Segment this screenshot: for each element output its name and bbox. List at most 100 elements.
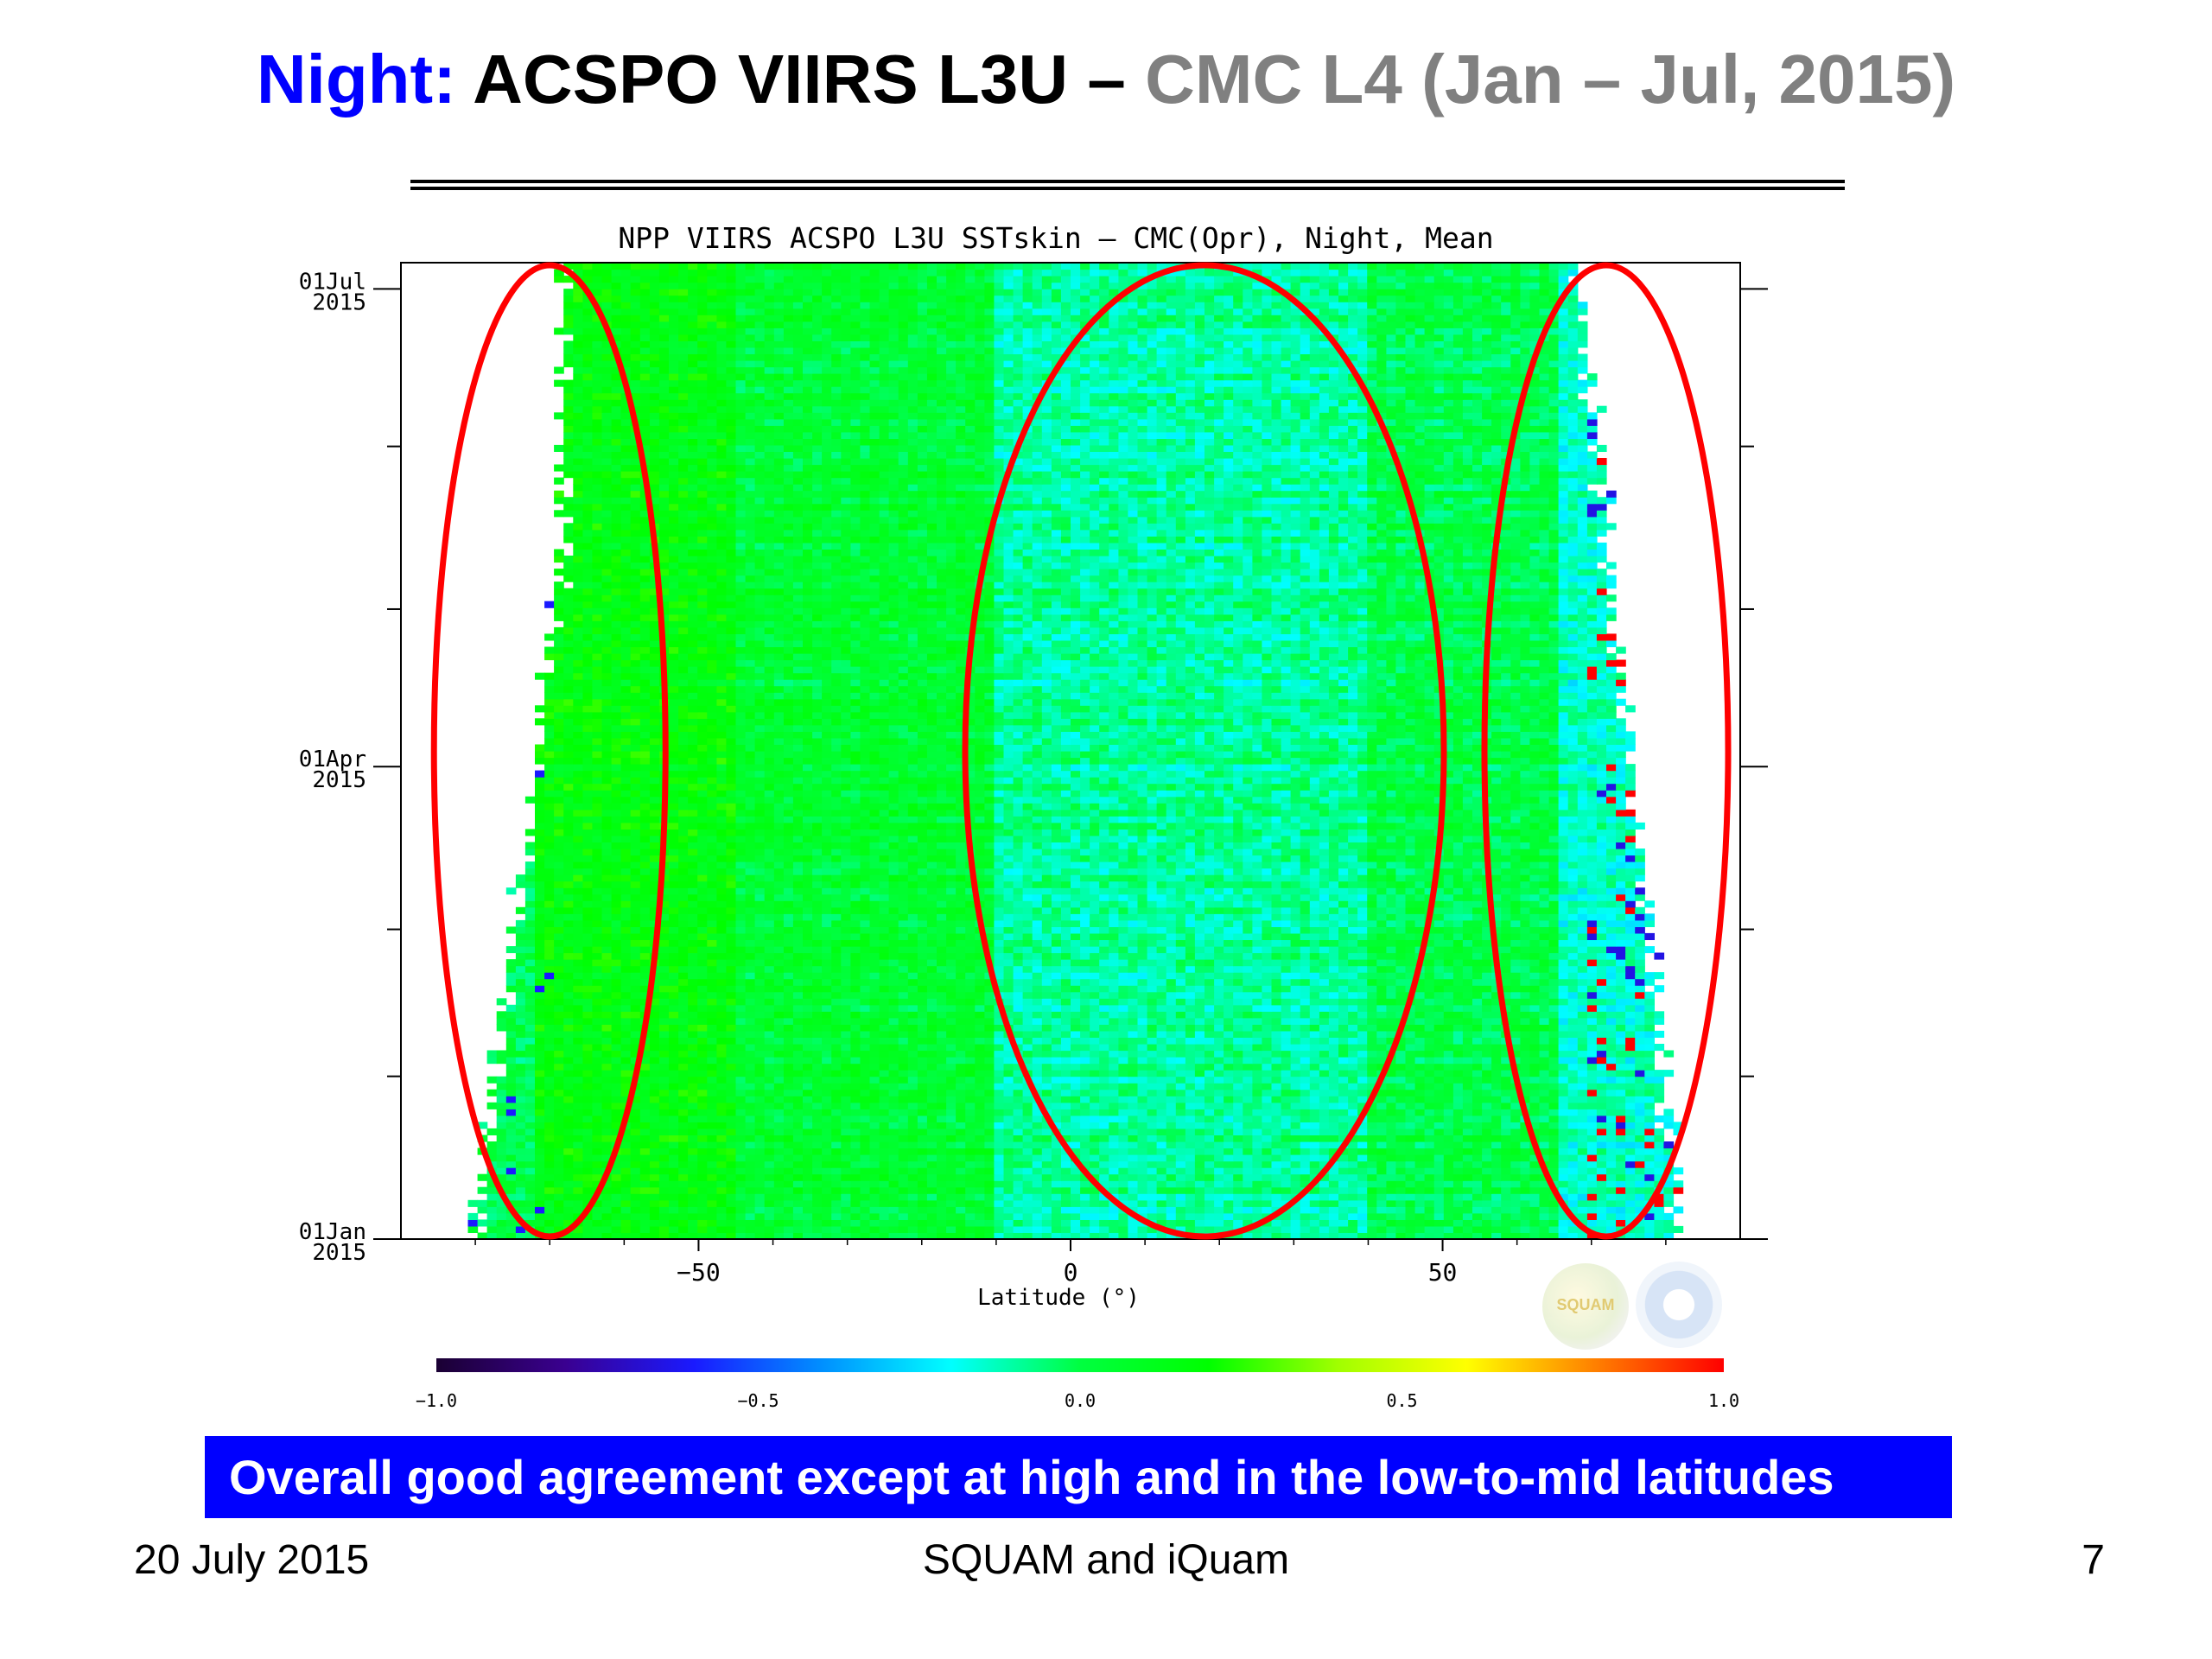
- heatmap-cell: [1443, 1115, 1454, 1122]
- heatmap-cell: [1175, 1160, 1186, 1168]
- heatmap-cell: [1194, 1030, 1205, 1038]
- heatmap-cell: [1262, 1160, 1273, 1168]
- heatmap-cell: [1567, 1193, 1579, 1201]
- heatmap-cell: [1214, 1089, 1224, 1096]
- heatmap-cell: [1156, 1030, 1167, 1038]
- heatmap-cell: [1424, 1004, 1435, 1012]
- heatmap-cell: [1395, 1109, 1407, 1116]
- heatmap-cell: [956, 1199, 966, 1207]
- heatmap-cell: [1348, 1173, 1358, 1181]
- heatmap-cell: [1482, 1070, 1492, 1077]
- heatmap-cell: [1405, 1096, 1416, 1103]
- heatmap-cell: [831, 1199, 842, 1207]
- heatmap-cell: [1338, 1160, 1349, 1168]
- heatmap-cell: [1462, 1089, 1473, 1096]
- heatmap-cell: [1185, 991, 1196, 999]
- heatmap-cell: [1118, 1070, 1129, 1077]
- heatmap-cell: [1156, 998, 1167, 1006]
- heatmap-cell: [1175, 1154, 1186, 1162]
- heatmap-cell: [907, 1147, 918, 1155]
- heatmap-cell: [1462, 1024, 1473, 1032]
- heatmap-cell: [946, 1089, 957, 1096]
- heatmap-cell: [754, 1199, 766, 1207]
- heatmap-cell: [535, 1044, 545, 1052]
- heatmap-cell: [1414, 1128, 1426, 1135]
- heatmap-cell: [726, 1141, 737, 1149]
- heatmap-cell: [563, 998, 574, 1006]
- heatmap-cell: [1022, 1232, 1033, 1239]
- heatmap-cell: [975, 998, 985, 1006]
- heatmap-cell: [1128, 1128, 1139, 1135]
- heatmap-cell: [592, 1147, 603, 1155]
- heatmap-cell: [1099, 1225, 1109, 1233]
- heatmap-cell: [1290, 1122, 1301, 1129]
- heatmap-cell: [984, 1219, 995, 1227]
- heatmap-cell: [1328, 991, 1339, 999]
- heatmap-cell: [620, 1050, 632, 1058]
- heatmap-cell: [1051, 1232, 1062, 1239]
- heatmap-cell: [1166, 1199, 1177, 1207]
- heatmap-cell: [1137, 1122, 1148, 1129]
- heatmap-cell: [544, 1030, 555, 1038]
- heatmap-cell: [716, 1109, 728, 1116]
- heatmap-cell: [707, 1057, 717, 1065]
- heatmap-cell: [573, 1167, 583, 1175]
- heatmap-cell: [1319, 1050, 1330, 1058]
- heatmap-cell: [1501, 1141, 1511, 1149]
- heatmap-cell: [907, 1030, 918, 1038]
- heatmap-cell: [1376, 1011, 1387, 1019]
- heatmap-cell: [1262, 1147, 1273, 1155]
- heatmap-cell: [601, 1076, 613, 1084]
- heatmap-cell: [937, 1141, 947, 1149]
- heatmap-cell: [1205, 1167, 1215, 1175]
- heatmap-cell: [515, 1011, 526, 1019]
- heatmap-cell: [841, 1070, 851, 1077]
- heatmap-cell: [1625, 1206, 1636, 1214]
- heatmap-cell: [1109, 1173, 1119, 1181]
- heatmap-cell: [1395, 1147, 1407, 1155]
- heatmap-cell: [831, 1219, 842, 1227]
- heatmap-cell: [879, 1011, 890, 1019]
- heatmap-cell: [1520, 1004, 1531, 1012]
- heatmap-cell: [544, 1154, 555, 1162]
- heatmap-cell: [773, 1173, 785, 1181]
- heatmap-cell: [1424, 1193, 1435, 1201]
- heatmap-cell: [926, 1173, 938, 1181]
- heatmap-cell: [1214, 1109, 1224, 1116]
- heatmap-cell: [639, 1225, 651, 1233]
- heatmap-cell: [1080, 1076, 1090, 1084]
- heatmap-cell: [1433, 1011, 1445, 1019]
- heatmap-cell: [898, 1193, 909, 1201]
- heatmap-cell: [1462, 1115, 1473, 1122]
- heatmap-cell: [1577, 1115, 1588, 1122]
- heatmap-cell: [1616, 1199, 1626, 1207]
- heatmap-cell: [563, 1160, 574, 1168]
- heatmap-cell: [563, 1135, 574, 1142]
- heatmap-cell: [1606, 1096, 1617, 1103]
- heatmap-cell: [975, 1050, 985, 1058]
- heatmap-cell: [1003, 1199, 1014, 1207]
- heatmap-cell: [486, 1102, 498, 1109]
- heatmap-cell: [898, 1096, 909, 1103]
- heatmap-cell: [1147, 1212, 1158, 1220]
- heatmap-cell: [937, 1180, 947, 1188]
- heatmap-cell: [1252, 1147, 1263, 1155]
- heatmap-cell: [869, 1096, 880, 1103]
- heatmap-cell: [1510, 998, 1521, 1006]
- heatmap-cell: [1147, 1011, 1158, 1019]
- heatmap-cell: [812, 1154, 823, 1162]
- heatmap-cell: [1041, 1063, 1052, 1071]
- heatmap-cell: [1644, 1057, 1655, 1065]
- heatmap-cell: [754, 1154, 766, 1162]
- heatmap-cell: [994, 1186, 1005, 1194]
- heatmap-cell: [860, 1044, 871, 1052]
- heatmap-cell: [754, 1102, 766, 1109]
- heatmap-cell: [1539, 1030, 1550, 1038]
- heatmap-cell: [783, 1030, 794, 1038]
- heatmap-cell: [1338, 1167, 1349, 1175]
- heatmap-cell: [1262, 1024, 1273, 1032]
- heatmap-cell: [1644, 1225, 1655, 1233]
- heatmap-cell: [554, 1070, 564, 1077]
- heatmap-cell: [1003, 991, 1014, 999]
- heatmap-cell: [1022, 998, 1033, 1006]
